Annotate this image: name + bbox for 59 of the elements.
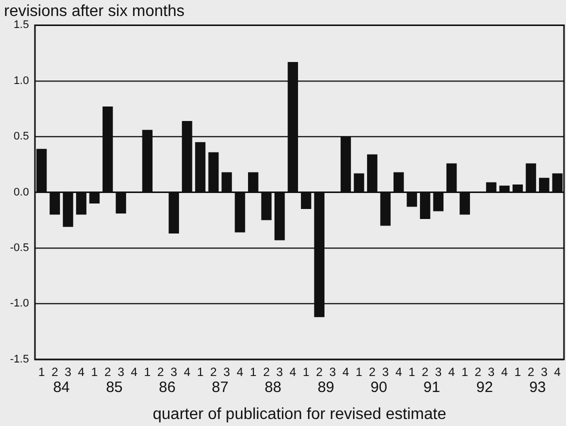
x-tick-label: 2 — [263, 364, 270, 379]
x-tick-label: 1 — [302, 364, 310, 379]
x-tick-label: 1 — [91, 364, 98, 379]
text: 86 — [158, 379, 176, 396]
y-tick-label: 1.0 — [14, 74, 29, 87]
text: 84 — [53, 379, 70, 396]
x-tick-label: 2 — [422, 364, 429, 379]
x-tick-label: 2 — [474, 364, 482, 379]
text: 85 — [106, 379, 123, 396]
x-tick-label: 4 — [395, 364, 402, 379]
x-tick-label: 1 — [250, 364, 257, 379]
x-tick-label: 3 — [329, 364, 336, 379]
x-tick-label: 3 — [118, 364, 125, 379]
x-tick-label: 3 — [540, 364, 548, 379]
x-tick-label: 2 — [316, 364, 323, 379]
x-tick-label: 4 — [184, 364, 191, 379]
text: 87 — [212, 379, 228, 396]
y-tick-label: -1.5 — [10, 353, 29, 366]
x-tick-label: 3 — [276, 364, 284, 379]
text: 90 — [370, 379, 388, 396]
x-tick-label: 3 — [223, 364, 230, 379]
x-tick-label: 4 — [501, 364, 508, 379]
x-tick-label: 2 — [528, 364, 535, 379]
x-tick-label: 1 — [514, 364, 522, 379]
x-tick-label: 1 — [38, 364, 46, 379]
x-tick-label: 2 — [210, 364, 218, 379]
text: 91 — [423, 379, 440, 396]
x-tick-label: 2 — [157, 364, 164, 379]
text: 89 — [318, 379, 334, 396]
text: 88 — [264, 379, 282, 396]
y-tick-label: 0.5 — [14, 130, 29, 143]
x-tick-label: 2 — [368, 364, 376, 379]
x-tick-label: 3 — [170, 364, 178, 379]
x-tick-label: 4 — [342, 364, 350, 379]
x-tick-label: 1 — [196, 364, 204, 379]
x-tick-label: 1 — [408, 364, 416, 379]
x-tick-label: 4 — [236, 364, 244, 379]
x-tick-label: 4 — [78, 364, 85, 379]
x-tick-label: 1 — [461, 364, 468, 379]
x-tick-label: 4 — [130, 364, 138, 379]
x-axis-title: quarter of publication for revised estimate — [152, 406, 446, 423]
x-tick-label: 2 — [51, 364, 58, 379]
y-tick-label: -1.0 — [10, 298, 29, 310]
chart-title: revisions after six months — [4, 3, 185, 20]
x-tick-label: 1 — [356, 364, 363, 379]
y-tick-label: -0.5 — [10, 242, 29, 254]
y-tick-label: 1.5 — [14, 19, 29, 32]
x-tick-label: 3 — [488, 364, 495, 379]
text: 93 — [529, 379, 546, 396]
x-tick-label: 4 — [448, 364, 456, 379]
x-tick-label: 4 — [554, 364, 562, 379]
text: 92 — [476, 379, 493, 396]
x-tick-label: 3 — [64, 364, 72, 379]
y-tick-label: 0.0 — [14, 186, 29, 198]
x-tick-label: 3 — [382, 364, 390, 379]
x-tick-label: 2 — [104, 364, 112, 379]
x-tick-label: 1 — [144, 364, 152, 379]
x-tick-label: 3 — [435, 364, 442, 379]
x-tick-label: 4 — [290, 364, 297, 379]
